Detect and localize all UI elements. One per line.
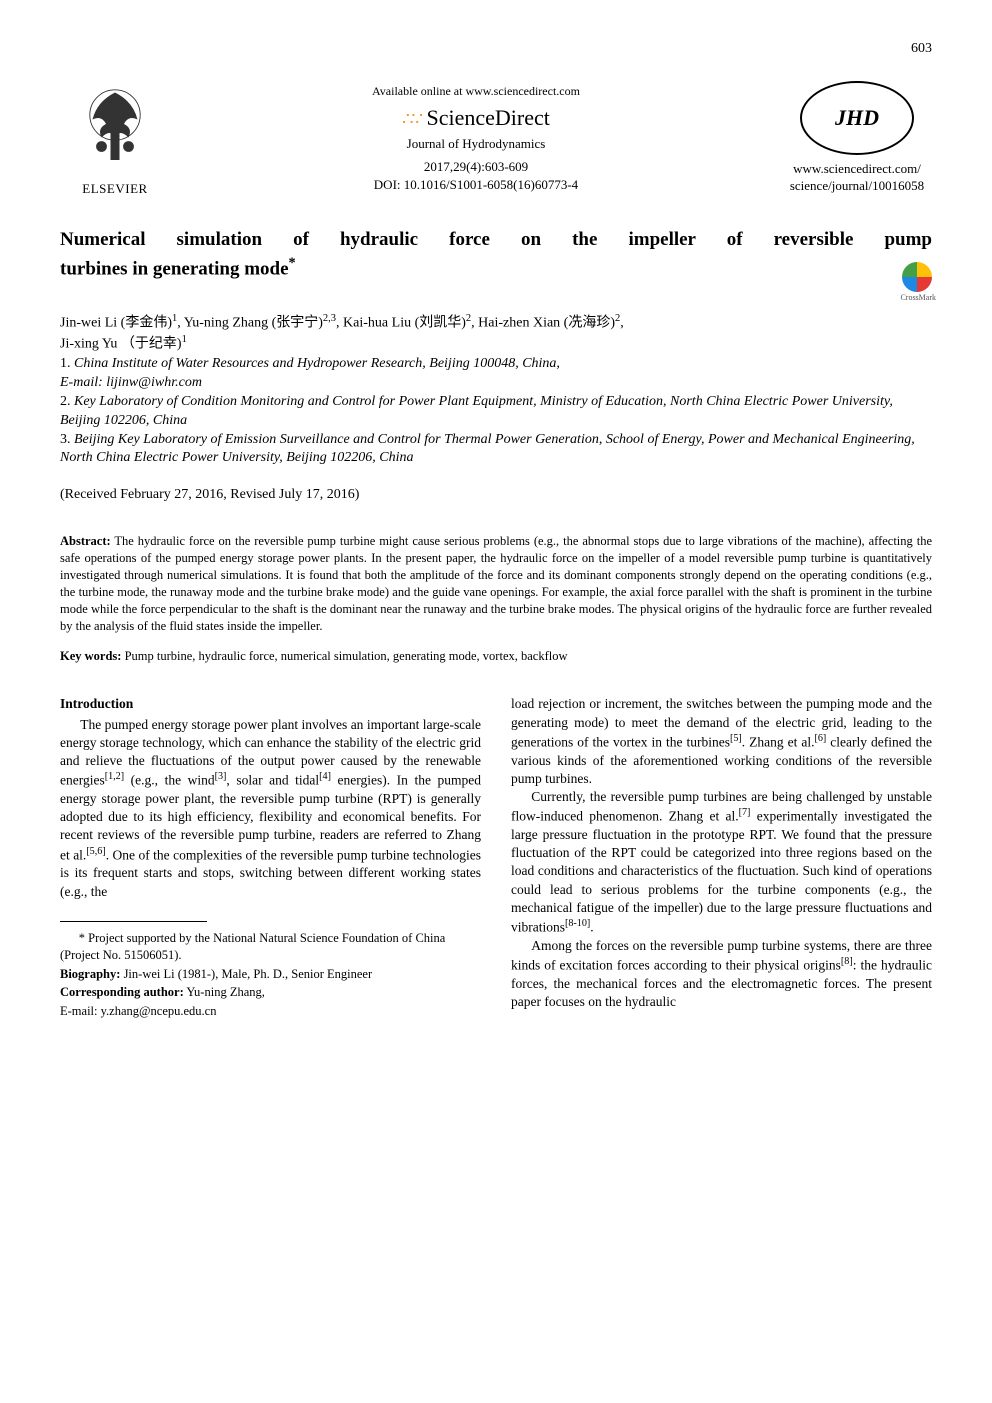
col2-p1: load rejection or increment, the switche… bbox=[511, 695, 932, 788]
elsevier-text: ELSEVIER bbox=[60, 180, 170, 198]
header-center: Available online at www.sciencedirect.co… bbox=[170, 83, 782, 194]
issue-info: 2017,29(4):603-609 bbox=[170, 158, 782, 176]
sciencedirect-text: ScienceDirect bbox=[427, 105, 550, 130]
jhd-url: www.sciencedirect.com/ science/journal/1… bbox=[782, 161, 932, 195]
footnote-biography: Biography: Jin-wei Li (1981-), Male, Ph.… bbox=[60, 966, 481, 983]
doi: DOI: 10.1016/S1001-6058(16)60773-4 bbox=[170, 176, 782, 194]
keywords-label: Key words: bbox=[60, 649, 121, 663]
elsevier-tree-icon bbox=[70, 79, 160, 169]
abstract-text: The hydraulic force on the reversible pu… bbox=[60, 534, 932, 632]
footnote-separator bbox=[60, 921, 207, 922]
footnote-email: E-mail: y.zhang@ncepu.edu.cn bbox=[60, 1003, 481, 1020]
left-column: Introduction The pumped energy storage p… bbox=[60, 695, 481, 1022]
available-online: Available online at www.sciencedirect.co… bbox=[170, 83, 782, 99]
affiliation-email: E-mail: lijinw@iwhr.com bbox=[60, 374, 932, 393]
col2-p3: Among the forces on the reversible pump … bbox=[511, 937, 932, 1011]
sd-dots-icon: ∴∵ bbox=[402, 109, 421, 129]
footnotes: * Project supported by the National Natu… bbox=[60, 930, 481, 1020]
title-line1: Numerical simulation of hydraulic force … bbox=[60, 227, 932, 254]
abstract: Abstract: The hydraulic force on the rev… bbox=[60, 533, 932, 634]
crossmark-icon[interactable] bbox=[902, 262, 932, 292]
elsevier-logo: ELSEVIER bbox=[60, 79, 170, 197]
affiliation-2: 2. Key Laboratory of Condition Monitorin… bbox=[60, 393, 932, 431]
affiliation-1: 1. China Institute of Water Resources an… bbox=[60, 355, 932, 374]
title-block: Numerical simulation of hydraulic force … bbox=[60, 227, 932, 282]
title-line2: turbines in generating mode* bbox=[60, 254, 932, 282]
right-column: load rejection or increment, the switche… bbox=[511, 695, 932, 1022]
page-number: 603 bbox=[60, 40, 932, 59]
jhd-logo-block: JHD www.sciencedirect.com/ science/journ… bbox=[782, 81, 932, 195]
keywords: Key words: Pump turbine, hydraulic force… bbox=[60, 648, 932, 665]
journal-name: Journal of Hydrodynamics bbox=[170, 135, 782, 153]
authors: Jin-wei Li (李金伟)1, Yu-ning Zhang (张宇宁)2,… bbox=[60, 312, 932, 355]
footnote-corresponding: Corresponding author: Yu-ning Zhang, bbox=[60, 984, 481, 1001]
col2-p2: Currently, the reversible pump turbines … bbox=[511, 788, 932, 937]
dates: (Received February 27, 2016, Revised Jul… bbox=[60, 486, 932, 505]
crossmark-label: CrossMark bbox=[900, 293, 936, 304]
abstract-label: Abstract: bbox=[60, 534, 111, 548]
keywords-text: Pump turbine, hydraulic force, numerical… bbox=[121, 649, 567, 663]
footnote-funding: * Project supported by the National Natu… bbox=[60, 930, 481, 964]
intro-heading: Introduction bbox=[60, 695, 481, 713]
intro-paragraph: The pumped energy storage power plant in… bbox=[60, 716, 481, 901]
header-row: ELSEVIER Available online at www.science… bbox=[60, 79, 932, 197]
jhd-oval-icon: JHD bbox=[800, 81, 914, 155]
sciencedirect-logo: ∴∵ ScienceDirect bbox=[170, 103, 782, 133]
body-columns: Introduction The pumped energy storage p… bbox=[60, 695, 932, 1022]
affiliation-3: 3. Beijing Key Laboratory of Emission Su… bbox=[60, 431, 932, 469]
